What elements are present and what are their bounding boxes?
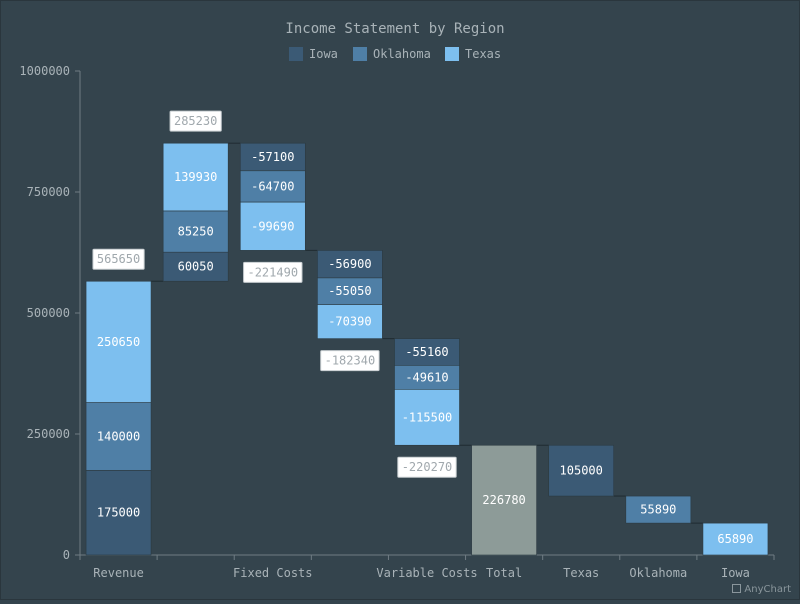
- bar-segment[interactable]: [162, 210, 229, 253]
- bar-segment[interactable]: [317, 250, 383, 279]
- bar-segment[interactable]: [548, 444, 615, 497]
- x-tick-label: Fixed Costs: [233, 566, 312, 580]
- bar-segment[interactable]: [625, 495, 692, 524]
- bar-value-label: 175000: [97, 506, 140, 520]
- bar-segment[interactable]: [317, 304, 383, 339]
- y-tick-label: 0: [63, 548, 70, 562]
- legend-swatch: [445, 47, 459, 61]
- bar-segment[interactable]: [702, 522, 769, 556]
- bar-segment[interactable]: [85, 402, 152, 471]
- bar-value-label: 139930: [174, 170, 217, 184]
- axes: 0 250000 500000 750000 1000000 Revenue Fixed C…: [19, 64, 775, 580]
- connector-lines: [151, 142, 703, 524]
- bar-value-label: 85250: [178, 225, 214, 239]
- total-callout-label: -221490: [247, 265, 298, 279]
- total-callout-box: [169, 110, 222, 132]
- bar-segment[interactable]: [162, 142, 229, 212]
- x-tick-label: Iowa: [721, 566, 750, 580]
- bar-segment[interactable]: [317, 277, 383, 305]
- x-tick-label: Texas: [563, 566, 599, 580]
- bar-value-label: 105000: [560, 464, 603, 478]
- anychart-logo-icon: [732, 584, 742, 593]
- credit-label: AnyChart: [744, 584, 791, 595]
- legend: Iowa Oklahoma Texas: [289, 47, 501, 61]
- legend-swatch: [353, 47, 367, 61]
- bar-value-label: -115500: [402, 410, 453, 424]
- bar-value-label: 140000: [97, 429, 140, 443]
- bar-segment[interactable]: [162, 251, 229, 282]
- bar-value-label: 65890: [717, 532, 753, 546]
- bar-value-label: 60050: [178, 260, 214, 274]
- legend-swatch: [289, 47, 303, 61]
- total-callout-box: [92, 248, 145, 270]
- total-callout-box: [397, 456, 457, 478]
- bar-segment[interactable]: [394, 389, 460, 446]
- y-tick-label: 750000: [27, 185, 70, 199]
- legend-label[interactable]: Oklahoma: [373, 47, 431, 61]
- bar-value-label: -55050: [328, 284, 371, 298]
- credit[interactable]: AnyChart: [732, 584, 791, 595]
- bar-value-label: -64700: [251, 179, 294, 193]
- total-callout-label: -220270: [402, 460, 453, 474]
- total-callout-box: [243, 261, 303, 283]
- bar-segment[interactable]: [471, 444, 537, 556]
- x-tick-label: Total: [486, 566, 522, 580]
- legend-label[interactable]: Texas: [465, 47, 501, 61]
- y-tick-label: 1000000: [19, 64, 70, 78]
- bar-segment[interactable]: [239, 201, 306, 251]
- x-tick-label: Oklahoma: [629, 566, 687, 580]
- total-callout-label: -182340: [325, 354, 376, 368]
- bar-value-label: -57100: [251, 150, 294, 164]
- y-tick-label: 500000: [27, 306, 70, 320]
- bar-value-label: -49610: [405, 370, 448, 384]
- bar-value-label: -70390: [328, 315, 371, 329]
- legend-label[interactable]: Iowa: [309, 47, 338, 61]
- bar-segment[interactable]: [394, 365, 460, 390]
- bar-segment[interactable]: [239, 142, 306, 172]
- bar-value-label: -55160: [405, 345, 448, 359]
- total-callout-label: 565650: [97, 252, 140, 266]
- bar-segment[interactable]: [239, 170, 306, 203]
- x-tick-label: Revenue: [93, 566, 144, 580]
- bar-value-label: -99690: [251, 219, 294, 233]
- chart-title: Income Statement by Region: [285, 21, 504, 37]
- y-tick-label: 250000: [27, 427, 70, 441]
- bars: 175000 140000 250650 60050 85250 139930 -57100…: [85, 142, 769, 556]
- bar-segment[interactable]: [85, 280, 152, 403]
- x-tick-label: Variable Costs: [376, 566, 477, 580]
- total-callout-box: [320, 350, 380, 372]
- total-callouts: 565650 285230 -221490 -182340 -220270: [92, 110, 457, 478]
- total-callout-label: 285230: [174, 114, 217, 128]
- bar-value-label: 250650: [97, 335, 140, 349]
- bar-segment[interactable]: [394, 338, 460, 366]
- bar-value-label: -56900: [328, 257, 371, 271]
- bar-segment[interactable]: [85, 469, 152, 556]
- bar-value-label: 226780: [482, 493, 525, 507]
- bar-value-label: 55890: [640, 503, 676, 517]
